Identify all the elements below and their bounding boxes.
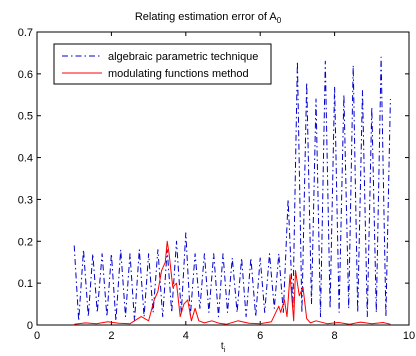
x-tick-labels: 0 2 4 6 8 10 [34, 330, 415, 342]
y-tick-label: 0.7 [18, 27, 33, 39]
legend-box [53, 43, 272, 85]
y-tick-label: 0 [27, 320, 33, 332]
x-axis-label: ti [221, 341, 226, 354]
chart-title-subscript: 0 [277, 16, 282, 25]
x-tick-label: 4 [183, 330, 189, 342]
legend-label-modulating: modulating functions method [108, 68, 249, 80]
y-tick-label: 0.3 [18, 194, 33, 206]
x-tick-label: 6 [257, 330, 263, 342]
series-layer [73, 56, 391, 325]
y-tick-labels: 0 0.1 0.2 0.3 0.4 0.5 0.6 0.7 [18, 27, 33, 332]
x-axis-label-main: t [221, 341, 224, 352]
y-tick-label: 0.6 [18, 69, 33, 81]
y-tick-label: 0.4 [18, 153, 33, 165]
x-tick-label: 8 [332, 330, 338, 342]
chart-title-main: Relating estimation error of A [135, 11, 278, 23]
legend: algebraic parametric technique modulatin… [53, 43, 272, 85]
x-tick-label: 2 [108, 330, 114, 342]
legend-label-algebraic: algebraic parametric technique [108, 51, 258, 63]
y-tick-label: 0.2 [18, 236, 33, 248]
axis-ticks [36, 31, 410, 326]
series-line-algebraic [73, 56, 391, 322]
x-axis-label-subscript: i [224, 347, 226, 354]
y-tick-label: 0.1 [18, 278, 33, 290]
x-tick-label: 10 [403, 330, 415, 342]
y-tick-label: 0.5 [18, 111, 33, 123]
x-tick-label: 0 [34, 330, 40, 342]
chart-title: Relating estimation error of A0 [135, 11, 282, 25]
series-line-modulating [74, 240, 391, 325]
